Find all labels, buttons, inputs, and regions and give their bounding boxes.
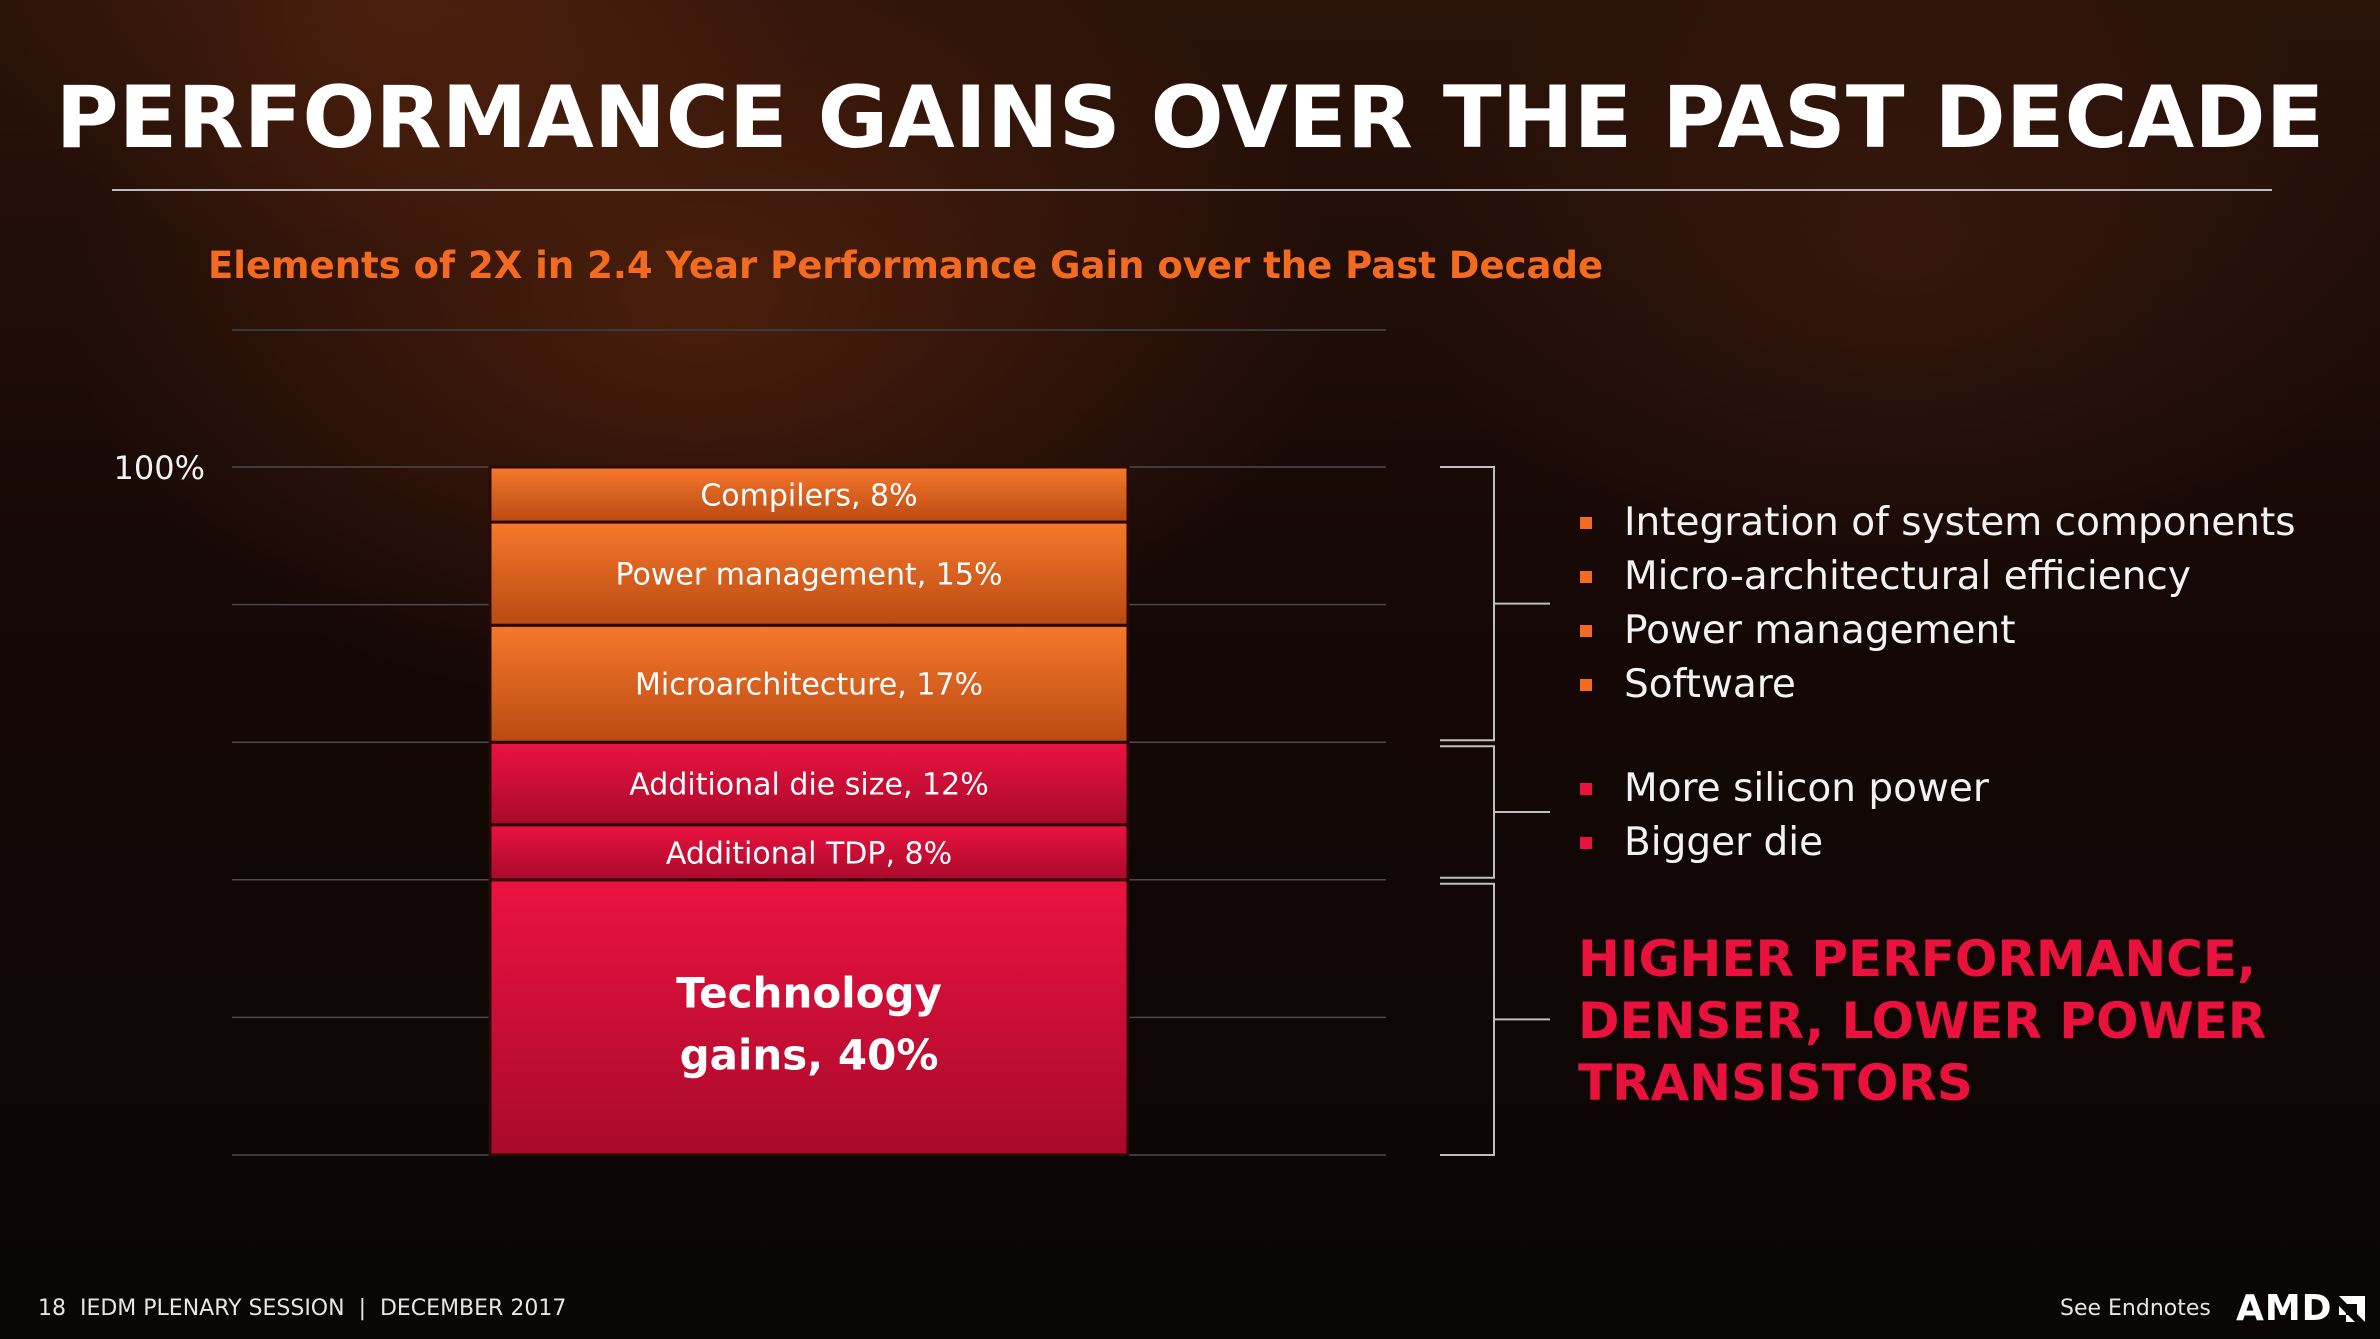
square-bullet-icon (1580, 837, 1592, 849)
title-divider (112, 189, 2272, 191)
slide-title: PERFORMANCE GAINS OVER THE PAST DECADE (55, 68, 2325, 168)
square-bullet-icon (1580, 571, 1592, 583)
list-item: More silicon power (1580, 762, 1989, 816)
square-bullet-icon (1580, 625, 1592, 637)
footer-session-info: 18 IEDM PLENARY SESSION | DECEMBER 2017 (38, 1296, 567, 1321)
data-label: Microarchitecture, 17% (635, 668, 983, 703)
data-label: Compilers, 8% (700, 479, 917, 514)
list-item: Software (1580, 658, 2296, 712)
bar-segment (488, 520, 1130, 627)
data-label: gains, 40% (680, 1030, 939, 1079)
design-bracket (1440, 466, 1495, 742)
amd-logo: AMD (2236, 1288, 2367, 1329)
list-item: Power management (1580, 604, 2296, 658)
list-item: Micro-architectural efficiency (1580, 550, 2296, 604)
amd-arrow-icon (2338, 1295, 2365, 1322)
power-die-factors-list: More silicon power Bigger die (1580, 762, 1989, 870)
design-factors-list: Integration of system components Micro-a… (1580, 496, 2296, 712)
chart-title: Elements of 2X in 2.4 Year Performance G… (208, 244, 1604, 287)
data-label: Additional TDP, 8% (666, 836, 952, 871)
square-bullet-icon (1580, 679, 1592, 691)
bar-segment (488, 623, 1130, 744)
data-label: Power management, 15% (616, 558, 1003, 593)
endnotes-link[interactable]: See Endnotes (2060, 1296, 2211, 1321)
bar-segment (488, 878, 1130, 1157)
square-bullet-icon (1580, 517, 1592, 529)
data-label: Technology (676, 968, 942, 1017)
data-label: Additional die size, 12% (629, 767, 988, 802)
square-bullet-icon (1580, 783, 1592, 795)
amd-logo-text: AMD (2236, 1288, 2333, 1329)
y-tick-label: 100% (114, 449, 205, 487)
technology-callout: HIGHER PERFORMANCE, DENSER, LOWER POWER … (1578, 930, 2267, 1112)
list-item: Bigger die (1580, 816, 1989, 870)
list-item: Integration of system components (1580, 496, 2296, 550)
power-die-bracket (1440, 745, 1495, 879)
bar-segment (488, 465, 1130, 524)
technology-bracket (1440, 882, 1495, 1156)
